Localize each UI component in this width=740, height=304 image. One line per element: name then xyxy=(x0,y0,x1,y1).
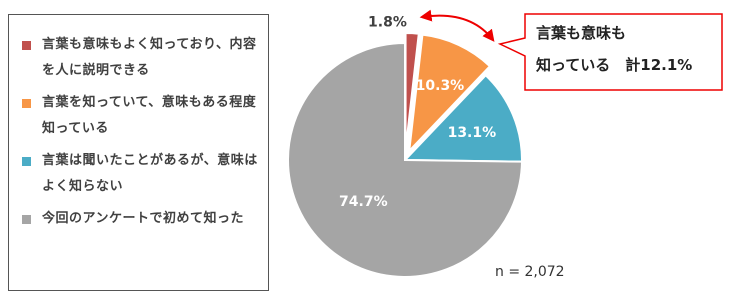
pie-slice xyxy=(407,33,492,154)
legend-label: 言葉も意味もよく知っており、内容を人に説明できる xyxy=(42,37,257,78)
legend-label: 今回のアンケートで初めて知った xyxy=(42,211,244,226)
legend-box xyxy=(8,14,269,291)
legend-swatch xyxy=(22,41,31,50)
annotation: 言葉も意味も xyxy=(536,24,627,42)
note: n = 2,072 xyxy=(495,264,565,280)
legend-swatch xyxy=(22,157,31,166)
legend-swatch xyxy=(22,215,31,224)
legend-label: 言葉は聞いたことがあるが、意味はよく知らない xyxy=(42,153,258,194)
data-label: 13.1% xyxy=(448,125,497,141)
annotation: 知っている 計12.1% xyxy=(536,56,693,74)
legend-swatch xyxy=(22,99,31,108)
data-label: 74.7% xyxy=(339,194,388,210)
legend-label: 言葉を知っていて、意味もある程度知っている xyxy=(42,95,257,136)
data-label: 1.8% xyxy=(368,15,407,31)
pie-slice xyxy=(287,41,524,278)
pie-slice xyxy=(404,32,420,151)
callout-box xyxy=(497,13,723,91)
arrow xyxy=(419,9,495,42)
data-label: 10.3% xyxy=(416,78,465,94)
pie-slice xyxy=(402,73,523,163)
